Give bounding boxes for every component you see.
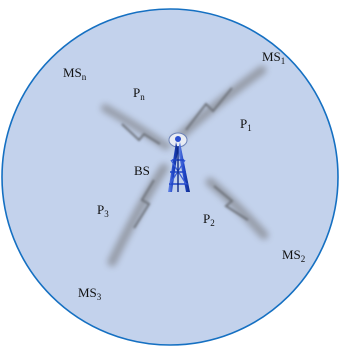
label-ms3: MS3 (78, 285, 102, 302)
signal-path-p3 (107, 163, 169, 267)
signal-path-pn (101, 104, 170, 150)
label-bs: BS (134, 163, 150, 178)
label-ms2: MS2 (282, 247, 305, 264)
label-p1: P1 (240, 116, 252, 133)
signal-path-p2 (205, 177, 269, 240)
label-ms1: MS1 (262, 49, 285, 66)
cell-boundary (1, 8, 339, 346)
antenna-tower-icon (168, 132, 190, 192)
label-msn: MSn (63, 65, 87, 82)
label-p3: P3 (97, 202, 109, 219)
label-p2: P2 (203, 211, 215, 228)
signal-path-p1 (171, 65, 267, 145)
label-pn: Pn (133, 85, 145, 102)
